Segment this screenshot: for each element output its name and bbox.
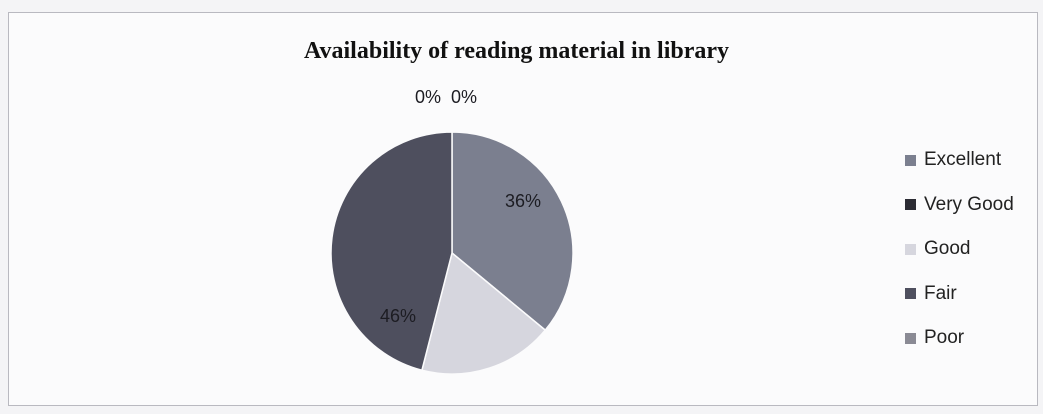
legend-item-poor: Poor — [905, 316, 1014, 361]
legend-item-fair: Fair — [905, 272, 1014, 317]
pie-slice-excellent — [451, 131, 574, 332]
legend-swatch — [905, 332, 916, 344]
pie-slice-fair — [330, 131, 453, 372]
legend-swatch — [905, 199, 916, 211]
legend-item-good: Good — [905, 227, 1014, 272]
legend-item-excellent: Excellent — [905, 138, 1014, 183]
legend-swatch — [905, 154, 916, 166]
chart-title: Availability of reading material in libr… — [303, 38, 730, 64]
legend-item-very-good: Very Good — [905, 183, 1014, 228]
data-label-excellent: 36% — [505, 191, 541, 211]
legend: Excellent Very Good Good Fair Poor — [905, 138, 1014, 361]
data-label-very-good: 0% — [415, 87, 441, 107]
data-label-fair: 46% — [380, 306, 416, 326]
legend-label: Poor — [924, 327, 965, 349]
legend-label: Very Good — [924, 193, 1014, 215]
legend-label: Fair — [924, 282, 957, 304]
pie-slice-good — [420, 251, 547, 375]
legend-swatch — [905, 243, 916, 255]
data-label-poor: 0% — [451, 87, 477, 107]
legend-label: Excellent — [924, 149, 1002, 171]
legend-label: Good — [924, 238, 971, 260]
legend-swatch — [905, 288, 916, 300]
